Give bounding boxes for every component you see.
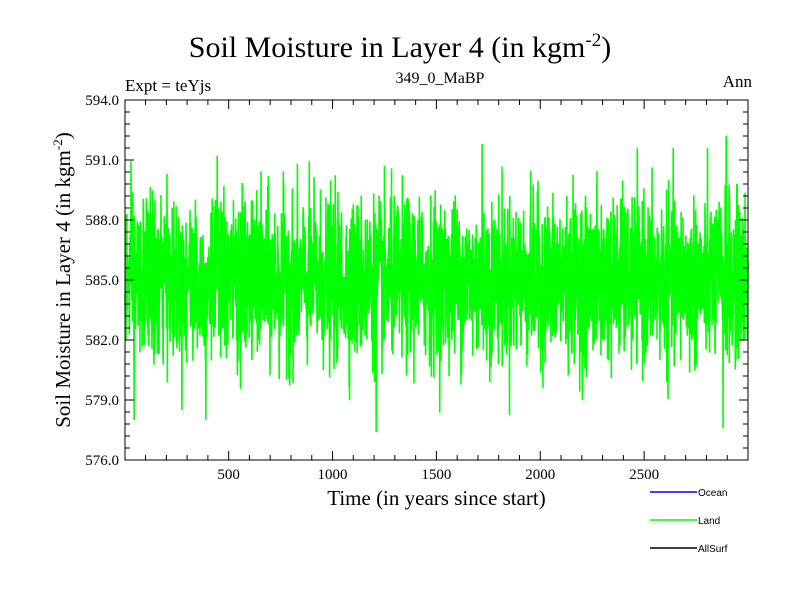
y-axis: 576.0 579.0 582.0 585.0 588.0 591.0 594.0 <box>85 93 748 469</box>
legend-label-ocean: Ocean <box>698 488 727 499</box>
x-tick-label: 2000 <box>525 467 555 483</box>
x-axis: 500 1000 1500 2000 2500 <box>145 100 728 483</box>
y-tick-label: 579.0 <box>85 393 119 409</box>
legend-label-land: Land <box>698 516 720 527</box>
x-tick-label: 1500 <box>421 467 451 483</box>
legend: Ocean Land AllSurf <box>650 488 728 555</box>
x-tick-label: 1000 <box>318 467 348 483</box>
legend-label-allsurf: AllSurf <box>698 544 728 555</box>
series-layer <box>124 135 749 433</box>
series-line-land <box>124 135 749 433</box>
subtitle-experiment: Expt = teYjs <box>125 76 212 95</box>
y-tick-label: 591.0 <box>85 153 119 169</box>
y-tick-label: 585.0 <box>85 273 119 289</box>
chart-title: Soil Moisture in Layer 4 (in kgm-2) <box>188 30 612 64</box>
y-tick-label: 588.0 <box>85 213 119 229</box>
subtitle-period: 349_0_MaBP <box>395 70 485 87</box>
y-tick-label: 582.0 <box>85 333 119 349</box>
x-axis-label: Time (in years since start) <box>327 486 546 510</box>
y-tick-label: 576.0 <box>85 453 119 469</box>
y-tick-label: 594.0 <box>85 93 119 109</box>
y-axis-label: Soil Moisture in Layer 4 (in kgm-2) <box>50 132 75 428</box>
x-tick-label: 2500 <box>629 467 659 483</box>
subtitle-season: Ann <box>722 72 752 91</box>
x-tick-label: 500 <box>217 467 240 483</box>
